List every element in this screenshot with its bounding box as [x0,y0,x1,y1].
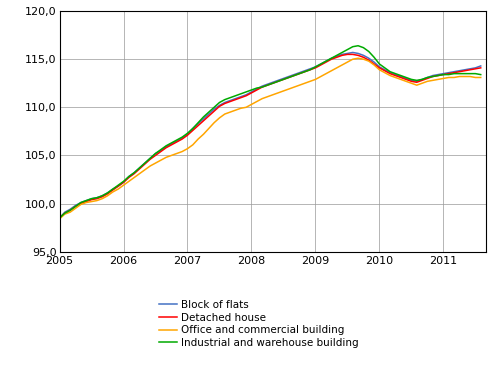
Industrial and warehouse building [344,47,350,52]
Office and commercial building [435,77,441,82]
Block of flats [435,73,441,77]
Block of flats [243,92,249,97]
Detached house [350,52,356,57]
Block of flats [307,67,313,71]
Detached house [478,65,484,70]
Office and commercial building [307,79,313,84]
Detached house [307,68,313,72]
Industrial and warehouse building [307,68,313,72]
Office and commercial building [328,68,334,73]
Industrial and warehouse building [243,90,249,94]
Office and commercial building [344,60,350,64]
Line: Office and commercial building: Office and commercial building [60,58,481,219]
Block of flats [57,216,62,220]
Office and commercial building [312,77,318,82]
Detached house [328,57,334,61]
Industrial and warehouse building [328,56,334,60]
Detached house [435,73,441,78]
Block of flats [344,51,350,55]
Office and commercial building [355,56,361,60]
Block of flats [350,50,356,55]
Office and commercial building [243,105,249,110]
Legend: Block of flats, Detached house, Office and commercial building, Industrial and w: Block of flats, Detached house, Office a… [159,300,359,348]
Detached house [312,65,318,70]
Office and commercial building [478,75,484,80]
Industrial and warehouse building [312,65,318,69]
Block of flats [312,65,318,69]
Detached house [57,216,62,220]
Line: Industrial and warehouse building: Industrial and warehouse building [60,46,481,218]
Industrial and warehouse building [57,216,62,220]
Block of flats [328,56,334,60]
Detached house [243,94,249,98]
Office and commercial building [57,217,62,221]
Industrial and warehouse building [355,44,361,48]
Line: Detached house: Detached house [60,54,481,218]
Industrial and warehouse building [435,73,441,78]
Detached house [344,52,350,57]
Block of flats [478,64,484,68]
Line: Block of flats: Block of flats [60,53,481,218]
Industrial and warehouse building [478,73,484,77]
